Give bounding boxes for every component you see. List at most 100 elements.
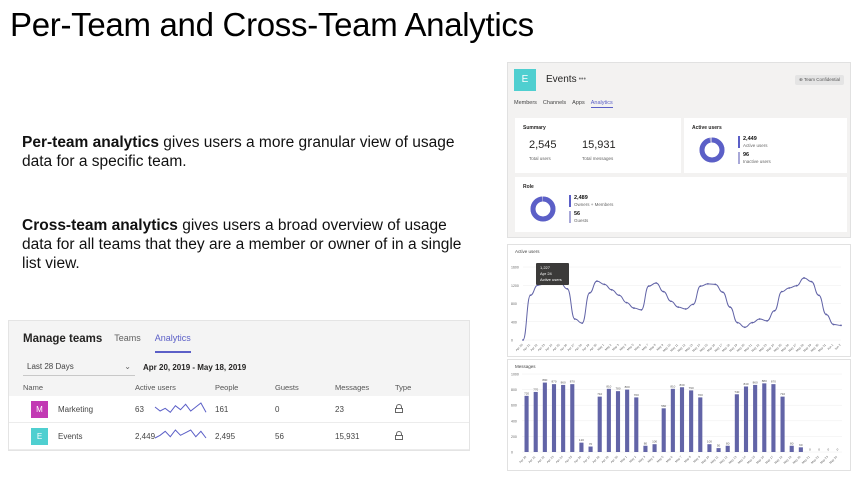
data-point (647, 285, 650, 288)
tab-analytics[interactable]: Analytics (590, 99, 613, 108)
data-label: 870 (771, 380, 776, 384)
owners-members-label: Owners + Members (574, 202, 614, 207)
y-tick-label: 400 (511, 320, 517, 324)
role-title: Role (523, 184, 534, 190)
x-tick-label: Apr 29 (600, 455, 609, 464)
x-tick-label: May 5 (626, 343, 635, 352)
per-team-text: gives users a more granular view of usag… (22, 134, 455, 170)
table-row[interactable]: M Marketing 63 161 0 23 (9, 396, 469, 423)
x-tick-label: May 27 (788, 343, 798, 353)
data-label: 60 (799, 443, 803, 447)
data-point (625, 301, 628, 304)
x-tick-label: May 9 (656, 343, 665, 352)
data-point (825, 313, 828, 316)
data-point (729, 306, 731, 309)
more-options-icon[interactable]: ••• (578, 76, 586, 83)
column-type[interactable]: Type (395, 382, 412, 392)
x-tick-label: Apr 26 (573, 455, 582, 464)
data-point (795, 284, 798, 287)
column-people[interactable]: People (215, 382, 239, 392)
guests-marker (569, 211, 571, 223)
x-tick-label: May 26 (780, 343, 790, 353)
total-messages-label: Total messages (582, 156, 614, 161)
bar (634, 397, 639, 452)
x-tick-label: May 2 (604, 343, 613, 352)
x-tick-label: Apr 30 (610, 455, 619, 464)
bar (625, 389, 630, 452)
data-point (788, 287, 791, 289)
column-name[interactable]: Name (23, 382, 44, 392)
data-point (780, 290, 783, 293)
bar (652, 444, 657, 452)
x-tick-label: May 14 (737, 455, 747, 465)
x-tick-label: Apr 27 (566, 343, 575, 352)
y-tick-label: 1000 (511, 373, 519, 377)
x-tick-label: Apr 23 (537, 343, 546, 352)
active-users-title: Active users (692, 125, 722, 131)
events-avatar: E (514, 68, 536, 91)
data-point (670, 300, 672, 303)
x-tick-label: Apr 26 (559, 343, 568, 352)
column-messages[interactable]: Messages (335, 382, 370, 392)
x-tick-label: May 2 (628, 455, 637, 464)
y-tick-label: 1600 (511, 266, 519, 270)
x-tick-label: May 15 (699, 343, 709, 353)
data-point (633, 307, 635, 309)
x-tick-label: May 7 (674, 455, 683, 464)
data-label: 0 (827, 448, 829, 452)
events-analytics-panel: E Events ••• ⊕ Team Confidential Members… (507, 62, 851, 238)
team-avatar: E (31, 427, 48, 445)
x-tick-label: May 1 (619, 455, 628, 464)
data-label: 870 (570, 380, 575, 384)
x-tick-label: May 25 (773, 343, 783, 353)
tab-analytics[interactable]: Analytics (154, 321, 191, 356)
bar (661, 408, 666, 452)
total-users-value: 2,545 (529, 139, 557, 151)
data-label: 120 (579, 438, 584, 442)
x-tick-label: Jun 2 (834, 343, 842, 351)
x-tick-label: May 11 (710, 455, 720, 465)
tab-members[interactable]: Members (514, 99, 537, 106)
tab-channels[interactable]: Channels (542, 99, 567, 106)
data-label: 860 (753, 380, 758, 384)
column-guests[interactable]: Guests (275, 382, 299, 392)
table-row[interactable]: E Events 2,449 2,495 56 15,931 (9, 423, 469, 450)
tab-apps[interactable]: Apps (572, 99, 585, 106)
data-point (832, 323, 835, 326)
inactive-count: 96 (743, 152, 750, 158)
data-label: 80 (790, 441, 794, 445)
tab-teams[interactable]: Teams (114, 333, 141, 343)
bar (542, 382, 547, 452)
x-tick-label: May 6 (633, 343, 642, 352)
team-name[interactable]: Marketing (58, 404, 94, 414)
y-tick-label: 1200 (511, 284, 519, 288)
x-tick-label: Apr 22 (536, 455, 545, 464)
type-cell (395, 403, 435, 415)
data-point (522, 339, 524, 341)
team-name-cell: M Marketing (23, 400, 135, 418)
data-point (743, 326, 746, 329)
per-team-description: Per-team analytics gives users a more gr… (22, 133, 472, 171)
x-tick-label: May 7 (641, 343, 650, 352)
data-point (699, 285, 702, 288)
date-range-dropdown[interactable]: Last 28 Days ⌄ (23, 358, 135, 376)
data-label: 840 (743, 382, 748, 386)
x-tick-label: May 29 (802, 343, 812, 353)
guests-label: Guests (574, 218, 589, 223)
inactive-count-label: Inactive users (743, 159, 771, 164)
team-name[interactable]: Events (58, 431, 83, 441)
data-label: 710 (780, 392, 785, 396)
bar (753, 384, 758, 452)
x-tick-label: May 13 (684, 343, 694, 353)
manage-teams-title: Manage teams (23, 332, 103, 345)
column-active-users[interactable]: Active users (135, 382, 176, 392)
date-range-text: Apr 20, 2019 - May 18, 2019 (143, 362, 247, 372)
data-point (655, 282, 658, 284)
x-tick-label: May 20 (736, 343, 746, 353)
x-tick-label: May 21 (743, 343, 753, 353)
bar (533, 391, 538, 452)
messages-chart-title: Messages (515, 364, 536, 369)
data-point (573, 318, 576, 320)
x-tick-label: Apr 29 (581, 343, 590, 352)
